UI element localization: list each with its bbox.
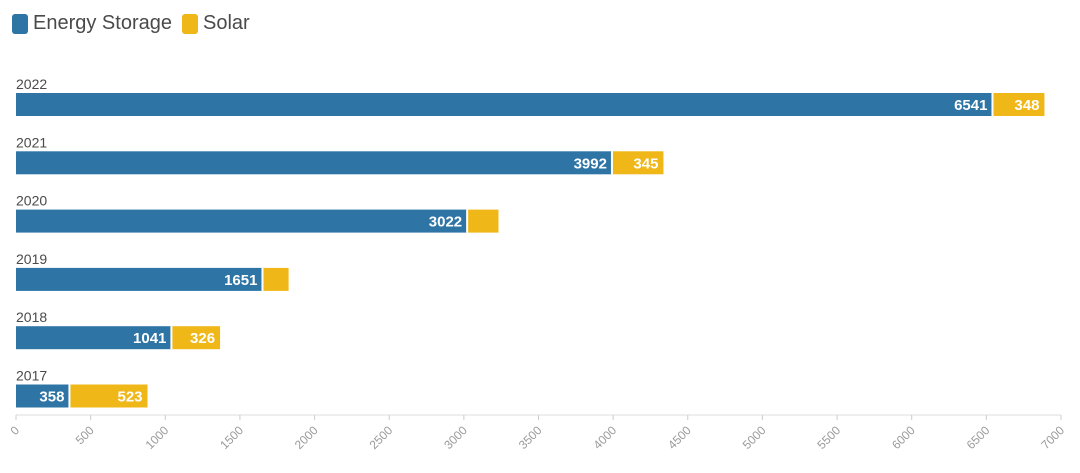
x-tick-label: 5000 xyxy=(740,423,769,452)
category-label: 2022 xyxy=(16,76,47,92)
x-tick-label: 1000 xyxy=(143,423,172,452)
bar-solar[interactable] xyxy=(262,267,289,291)
category-label: 2020 xyxy=(16,193,47,209)
x-tick-label: 4000 xyxy=(590,423,619,452)
legend: Energy Storage Solar xyxy=(12,12,260,35)
value-label-solar: 523 xyxy=(117,389,142,406)
bar-solar[interactable] xyxy=(611,151,664,175)
legend-label-energy-storage: Energy Storage xyxy=(33,12,172,34)
value-label-energy-storage: 3992 xyxy=(574,155,607,172)
value-label-energy-storage: 6541 xyxy=(954,97,987,114)
value-label-solar: 326 xyxy=(190,330,215,347)
value-label-energy-storage: 3022 xyxy=(429,214,462,231)
bar-energy-storage[interactable] xyxy=(16,267,263,291)
value-label-solar: 348 xyxy=(1014,97,1039,114)
x-tick-label: 0 xyxy=(7,423,22,438)
x-tick-label: 3000 xyxy=(441,423,470,452)
legend-item-energy-storage[interactable]: Energy Storage xyxy=(12,12,172,35)
x-tick-label: 2500 xyxy=(367,423,396,452)
x-tick-label: 4500 xyxy=(665,423,694,452)
legend-label-solar: Solar xyxy=(202,12,250,34)
bar-energy-storage[interactable] xyxy=(16,151,612,175)
x-tick-label: 500 xyxy=(73,423,97,447)
bar-solar[interactable] xyxy=(171,326,221,350)
x-tick-label: 7000 xyxy=(1038,423,1067,452)
x-tick-label: 6000 xyxy=(889,423,918,452)
bar-solar[interactable] xyxy=(992,93,1045,116)
x-tick-label: 2000 xyxy=(292,423,321,452)
value-label-energy-storage: 1041 xyxy=(133,330,166,347)
x-tick-label: 3500 xyxy=(516,423,545,452)
x-tick-label: 6500 xyxy=(964,423,993,452)
category-label: 2019 xyxy=(16,251,47,267)
legend-item-solar[interactable]: Solar xyxy=(181,12,250,35)
bar-solar[interactable] xyxy=(467,209,499,233)
value-label-solar: 345 xyxy=(633,155,658,172)
category-label: 2018 xyxy=(16,309,47,325)
legend-swatch-energy-storage xyxy=(12,13,28,34)
x-tick-label: 1500 xyxy=(217,423,246,452)
bar-energy-storage[interactable] xyxy=(16,93,993,116)
value-label-energy-storage: 358 xyxy=(39,389,64,406)
bar-solar[interactable] xyxy=(69,384,148,408)
bar-energy-storage[interactable] xyxy=(16,384,70,408)
category-label: 2021 xyxy=(16,134,47,150)
category-label: 2017 xyxy=(16,368,47,384)
x-tick-label: 5500 xyxy=(814,423,843,452)
legend-swatch-solar xyxy=(181,13,198,34)
bar-energy-storage[interactable] xyxy=(16,326,172,350)
bar-energy-storage[interactable] xyxy=(16,209,468,233)
value-label-energy-storage: 1651 xyxy=(224,272,257,289)
